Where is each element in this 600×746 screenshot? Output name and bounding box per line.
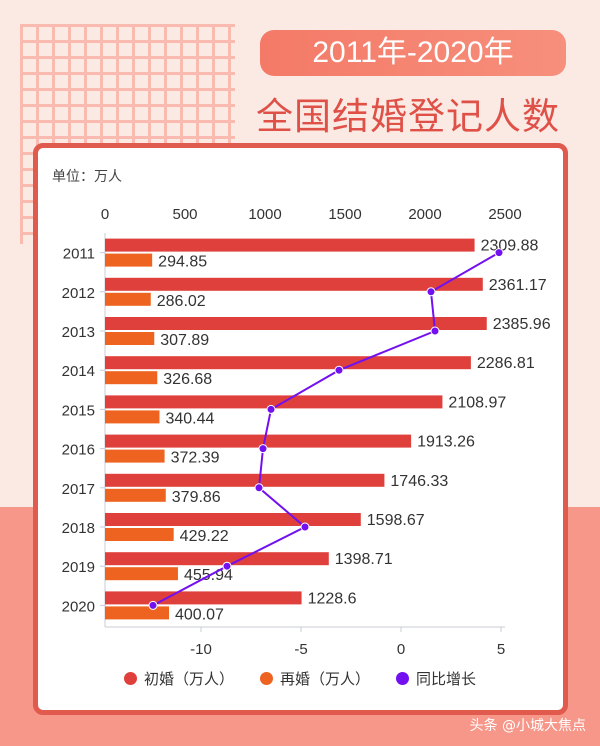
data-label-first-marriage: 1228.6: [308, 590, 357, 607]
data-label-remarriage: 294.85: [158, 254, 207, 271]
bar-remarriage: [105, 371, 158, 385]
category-label: 2018: [62, 520, 95, 537]
data-label-remarriage: 326.68: [163, 371, 212, 388]
category-label: 2011: [63, 246, 95, 263]
bar-remarriage: [105, 606, 170, 620]
watermark: 头条 @小城大焦点: [469, 718, 586, 734]
growth-point: [266, 404, 276, 414]
bar-first-marriage: [105, 434, 412, 448]
bar-remarriage: [105, 410, 160, 424]
bar-first-marriage: [105, 395, 443, 409]
bar-remarriage: [105, 488, 166, 502]
data-label-remarriage: 286.02: [157, 293, 206, 310]
data-label-first-marriage: 1746.33: [390, 473, 448, 490]
bar-remarriage: [105, 332, 155, 345]
legend-label: 同比增长: [416, 670, 477, 688]
top-axis-tick-label: 2000: [408, 206, 441, 223]
bar-remarriage: [105, 567, 178, 581]
data-label-first-marriage: 2108.97: [448, 394, 506, 411]
legend-dot-icon: [259, 672, 273, 685]
growth-point: [254, 483, 264, 493]
bar-remarriage: [105, 253, 153, 267]
category-label: 2017: [62, 481, 95, 498]
growth-point: [300, 522, 310, 532]
bottom-axis-tick-label: -10: [190, 641, 212, 658]
data-label-first-marriage: 2385.96: [493, 316, 551, 333]
data-label-first-marriage: 1598.67: [367, 512, 425, 529]
bottom-axis-tick-label: 5: [497, 641, 505, 658]
category-label: 2016: [62, 442, 95, 459]
bar-first-marriage: [105, 317, 487, 330]
data-label-first-marriage: 1398.71: [335, 551, 393, 568]
growth-point: [430, 326, 440, 336]
growth-point: [334, 365, 344, 375]
category-label: 2020: [62, 598, 95, 615]
category-label: 2014: [62, 363, 95, 380]
bottom-axis-tick-label: 0: [397, 641, 405, 658]
legend-item-remarriage[interactable]: 再婚（万人）: [259, 668, 370, 689]
bar-first-marriage: [105, 591, 302, 605]
category-label: 2019: [62, 559, 95, 576]
data-label-first-marriage: 2361.17: [489, 277, 547, 294]
growth-point: [426, 287, 436, 297]
bar-remarriage: [105, 292, 151, 306]
bar-first-marriage: [105, 356, 471, 370]
data-label-first-marriage: 2309.88: [481, 238, 539, 255]
top-axis-tick-label: 0: [101, 206, 109, 223]
bar-first-marriage: [105, 513, 361, 526]
growth-line: [152, 251, 500, 607]
growth-point: [148, 600, 158, 610]
growth-point: [494, 248, 504, 258]
data-label-first-marriage: 1913.26: [417, 434, 475, 451]
page-title: 全国结婚登记人数: [256, 95, 560, 138]
data-label-remarriage: 400.07: [175, 606, 224, 623]
bar-remarriage: [105, 449, 165, 463]
legend-item-growth[interactable]: 同比增长: [396, 668, 476, 689]
growth-point: [258, 444, 268, 454]
data-label-remarriage: 307.89: [160, 332, 209, 349]
data-label-first-marriage: 2286.81: [477, 355, 535, 372]
top-axis-tick-label: 1500: [328, 206, 361, 223]
top-axis-tick-label: 2500: [488, 206, 521, 223]
bar-first-marriage: [105, 473, 385, 487]
category-label: 2013: [62, 324, 95, 341]
category-label: 2012: [62, 285, 95, 302]
legend-label: 再婚（万人）: [279, 670, 370, 688]
year-range-banner: 2011年-2020年: [260, 30, 566, 76]
legend: 初婚（万人） 再婚（万人） 同比增长: [0, 668, 600, 689]
category-label: 2015: [62, 402, 95, 419]
top-axis-tick-label: 1000: [248, 206, 281, 223]
bar-first-marriage: [105, 277, 483, 291]
bar-remarriage: [105, 528, 174, 541]
data-label-remarriage: 379.86: [172, 489, 221, 506]
unit-label: 单位：万人: [52, 169, 122, 185]
bar-first-marriage: [105, 238, 475, 252]
growth-point: [222, 561, 232, 571]
chart-card: [33, 143, 568, 715]
bar-first-marriage: [105, 552, 329, 566]
legend-label: 初婚（万人）: [143, 670, 234, 688]
top-axis-tick-label: 500: [172, 206, 197, 223]
data-label-remarriage: 429.22: [180, 528, 229, 545]
legend-dot-icon: [396, 672, 409, 685]
data-label-remarriage: 340.44: [165, 410, 214, 427]
data-label-remarriage: 372.39: [171, 450, 220, 467]
legend-dot-icon: [123, 672, 137, 685]
bottom-axis-tick-label: -5: [294, 641, 307, 658]
legend-item-first-marriage[interactable]: 初婚（万人）: [123, 668, 234, 689]
